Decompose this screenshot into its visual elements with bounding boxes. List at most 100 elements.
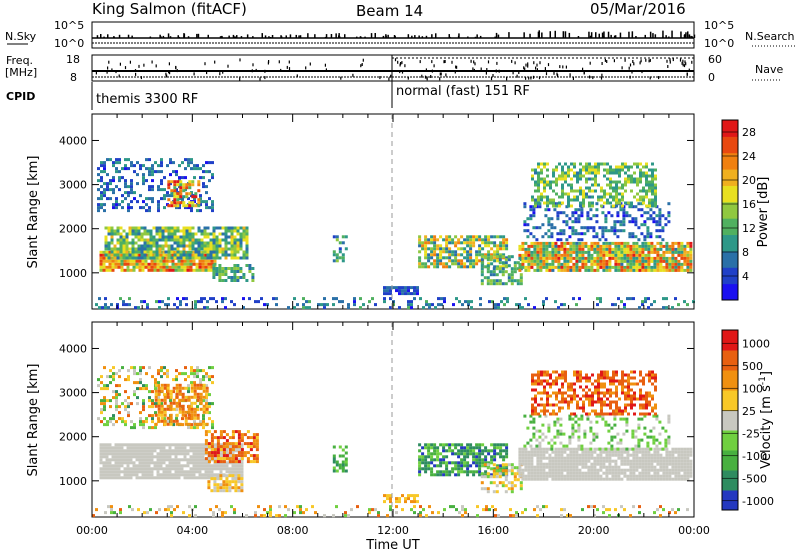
echo-cell <box>157 417 160 421</box>
nave-dot <box>569 73 571 77</box>
echo-cell <box>109 158 112 162</box>
echo-cell <box>480 261 484 265</box>
echo-cell <box>114 443 118 447</box>
echo-cell <box>187 164 190 168</box>
echo-cell <box>123 470 127 474</box>
echo-cell <box>141 259 145 263</box>
echo-cell <box>123 449 127 453</box>
echo-cell <box>563 256 567 260</box>
echo-cell <box>197 300 200 304</box>
nave-dot <box>641 70 643 74</box>
echo-cell <box>662 256 666 260</box>
echo-cell <box>135 470 139 474</box>
echo-cell <box>542 471 546 475</box>
echo-cell <box>496 443 500 447</box>
echo-cell <box>242 273 246 276</box>
echo-cell <box>175 375 178 379</box>
echo-cell <box>617 450 621 454</box>
echo-cell <box>186 262 190 266</box>
echo-cell <box>207 451 211 455</box>
echo-cell <box>176 244 180 248</box>
echo-cell <box>659 247 663 251</box>
echo-cell <box>463 250 467 254</box>
echo-cell <box>141 265 145 269</box>
echo-cell <box>599 468 603 472</box>
echo-cell <box>648 204 651 208</box>
echo-cell <box>151 173 154 177</box>
echo-cell <box>167 204 171 208</box>
echo-cell <box>171 476 175 480</box>
echo-cell <box>126 476 130 480</box>
echo-cell <box>650 241 654 245</box>
echo-cell <box>129 473 133 477</box>
nave-dot <box>456 65 458 69</box>
echo-cell <box>107 256 111 260</box>
echo-cell <box>153 446 157 450</box>
echo-cell <box>103 194 106 198</box>
nave-dot <box>155 64 157 68</box>
echo-cell <box>182 256 186 260</box>
echo-cell <box>185 204 189 208</box>
echo-cell <box>611 265 615 269</box>
echo-cell <box>493 458 497 462</box>
nave-dot <box>640 59 642 63</box>
echo-cell <box>210 436 214 440</box>
echo-cell <box>225 489 229 493</box>
echo-cell <box>138 476 142 480</box>
nave-dot <box>175 65 177 69</box>
echo-cell <box>611 241 615 245</box>
echo-cell <box>463 458 467 462</box>
echo-cell <box>179 189 183 193</box>
nave-dot <box>525 76 527 80</box>
echo-cell <box>418 470 422 474</box>
echo-cell <box>634 220 638 224</box>
echo-cell <box>113 244 117 248</box>
echo-cell <box>487 241 491 245</box>
echo-cell <box>150 268 154 272</box>
nave-dot <box>486 68 488 71</box>
echo-cell <box>194 238 198 242</box>
echo-cell <box>596 447 600 451</box>
echo-cell <box>204 448 208 452</box>
echo-cell <box>543 162 546 166</box>
echo-cell <box>213 489 217 493</box>
echo-cell <box>206 226 210 230</box>
echo-cell <box>490 455 494 459</box>
echo-cell <box>418 259 422 263</box>
echo-cell <box>224 235 228 239</box>
echo-cell <box>160 369 163 373</box>
echo-cell <box>389 500 392 504</box>
echo-cell <box>128 232 132 236</box>
echo-cell <box>588 168 591 172</box>
echo-cell <box>196 408 199 412</box>
echo-cell <box>116 256 120 260</box>
echo-cell <box>213 473 217 477</box>
echo-cell <box>205 185 208 189</box>
echo-cell <box>518 456 522 460</box>
nave-dot <box>631 70 633 74</box>
echo-cell <box>587 250 591 254</box>
echo-cell <box>114 464 118 468</box>
echo-cell <box>199 401 203 405</box>
noise-spike <box>685 32 687 38</box>
echo-cell <box>171 253 175 257</box>
echo-cell <box>103 387 106 391</box>
echo-cell <box>572 262 576 266</box>
echo-cell <box>338 463 342 467</box>
echo-cell <box>100 170 103 174</box>
echo-cell <box>689 256 693 260</box>
echo-cell <box>629 268 633 272</box>
echo-cell <box>191 204 195 208</box>
echo-cell <box>442 446 446 450</box>
echo-cell <box>317 303 320 307</box>
echo-cell <box>538 205 542 209</box>
echo-cell <box>526 223 530 227</box>
echo-cell <box>210 265 214 269</box>
nave-dot <box>589 61 591 65</box>
echo-cell <box>114 446 118 450</box>
echo-cell <box>591 168 594 172</box>
echo-cell <box>344 457 348 461</box>
echo-cell <box>530 450 534 454</box>
echo-cell <box>181 404 185 408</box>
echo-cell <box>230 253 234 257</box>
